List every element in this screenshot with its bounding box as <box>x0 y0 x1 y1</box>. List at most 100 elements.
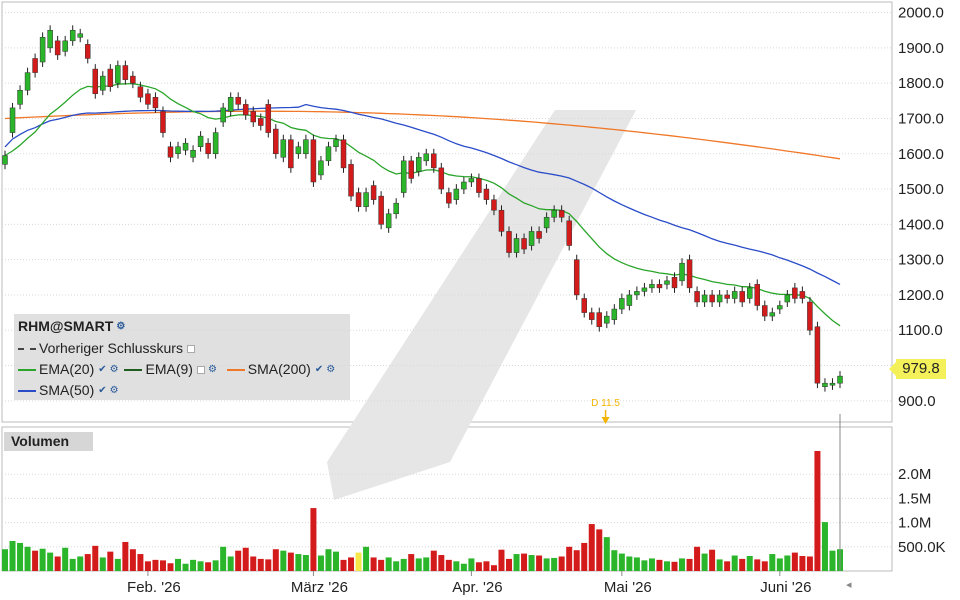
legend-label-sma200[interactable]: SMA(200) <box>247 361 311 377</box>
y-tick-label: 1800.0 <box>898 75 944 92</box>
volume-bar <box>400 558 407 571</box>
candle-body <box>39 37 46 63</box>
y-tick-label: 900.0 <box>898 393 936 410</box>
volume-bar <box>17 542 24 571</box>
candle-body <box>318 160 324 176</box>
dividend-annotation[interactable]: D 11.5 <box>591 398 620 409</box>
checkbox-icon[interactable] <box>196 366 205 375</box>
candle-body <box>355 192 362 207</box>
candle-body <box>205 142 211 155</box>
dashed-line-icon <box>18 348 36 351</box>
check-icon[interactable]: ✔ <box>98 385 107 397</box>
gear-icon[interactable]: ⚙ <box>116 321 126 333</box>
volume-bar <box>724 561 731 571</box>
candle-body <box>679 262 685 282</box>
y-tick-label: 1100.0 <box>898 322 943 339</box>
candle-body <box>242 104 249 116</box>
legend-label-ema9[interactable]: EMA(9) <box>145 361 193 377</box>
volume-bar <box>483 561 490 571</box>
volume-bar <box>32 550 39 571</box>
candle-body <box>92 68 99 95</box>
candle-body <box>107 68 114 87</box>
volume-bar <box>302 555 309 571</box>
y-tick-label: 1500.0 <box>898 181 944 198</box>
candle-body <box>130 75 136 84</box>
gear-icon[interactable]: ⚙ <box>207 364 217 376</box>
volume-bar <box>280 550 287 571</box>
checkbox-icon[interactable] <box>186 345 195 354</box>
scroll-marker[interactable]: ◂ <box>846 579 852 591</box>
candle-body <box>596 312 603 327</box>
volume-tick-label: 1.5M <box>898 490 931 507</box>
volume-bar <box>746 555 753 571</box>
legend-label-sma50[interactable]: SMA(50) <box>39 382 95 398</box>
volume-bar <box>250 556 257 571</box>
last-price-badge: 979.8 <box>889 359 946 379</box>
volume-bar <box>460 563 467 571</box>
volume-bar <box>611 550 618 571</box>
volume-bar <box>791 552 798 571</box>
x-tick-label: Feb. '26 <box>127 579 181 596</box>
candle-body <box>378 195 384 225</box>
candle-body <box>197 135 204 147</box>
gear-icon[interactable]: ⚙ <box>326 364 336 376</box>
ticker-label: RHM@SMART <box>18 318 114 334</box>
volume-bar <box>325 549 332 571</box>
volume-bar <box>506 558 513 571</box>
candle-body <box>62 40 68 52</box>
volume-bar <box>551 557 558 571</box>
candle-body <box>694 291 700 303</box>
candle-body <box>513 238 520 253</box>
volume-bar <box>355 552 362 571</box>
volume-bar <box>212 560 219 571</box>
gear-icon[interactable]: ⚙ <box>109 385 119 397</box>
candle-body <box>506 231 512 253</box>
volume-bar <box>137 554 144 571</box>
volume-bar <box>671 561 678 571</box>
volume-bar <box>385 557 392 571</box>
candle-body <box>393 202 399 215</box>
candle-body <box>468 178 475 183</box>
volume-bar <box>39 548 46 571</box>
candle-body <box>792 287 798 299</box>
candle-body <box>54 40 61 56</box>
candle-body <box>280 139 287 158</box>
candle-body <box>333 139 339 147</box>
volume-bar <box>821 522 828 571</box>
volume-bar <box>415 558 422 571</box>
check-icon[interactable]: ✔ <box>314 364 324 376</box>
volume-bar <box>475 562 482 571</box>
candle-body <box>716 294 723 303</box>
legend-label-ema20[interactable]: EMA(20) <box>39 361 95 377</box>
chart-legend: RHM@SMART ⚙ Vorheriger Schlusskurs EMA(20… <box>14 314 350 400</box>
volume-bar <box>54 556 61 571</box>
annotation-arrowhead-icon <box>601 417 610 424</box>
volume-bar <box>393 561 400 571</box>
candle-body <box>731 291 738 299</box>
check-icon[interactable]: ✔ <box>98 364 107 376</box>
candle-body <box>212 132 219 155</box>
gear-icon[interactable]: ⚙ <box>109 364 119 376</box>
volume-bar <box>543 558 550 571</box>
candle-body <box>739 291 745 303</box>
volume-bar <box>438 555 445 571</box>
volume-bar <box>129 549 136 571</box>
candle-body <box>528 231 535 246</box>
volume-bar <box>47 552 54 571</box>
candle-body <box>175 146 181 155</box>
volume-bar <box>107 551 114 571</box>
legend-ticker[interactable]: RHM@SMART ⚙ <box>18 316 125 336</box>
y-tick-label: 1400.0 <box>898 216 944 233</box>
volume-bar <box>814 450 821 571</box>
volume-bar <box>317 555 324 571</box>
volume-bar <box>490 565 497 571</box>
volume-bar <box>114 558 121 571</box>
candle-body <box>258 118 264 126</box>
candle-body <box>2 155 8 165</box>
volume-bar <box>235 550 242 571</box>
legend-prev-close[interactable]: Vorheriger Schlusskurs <box>18 338 195 358</box>
volume-bar <box>220 546 227 571</box>
candle-body <box>701 294 708 303</box>
candle-body <box>671 277 678 289</box>
volume-bar <box>618 553 625 571</box>
